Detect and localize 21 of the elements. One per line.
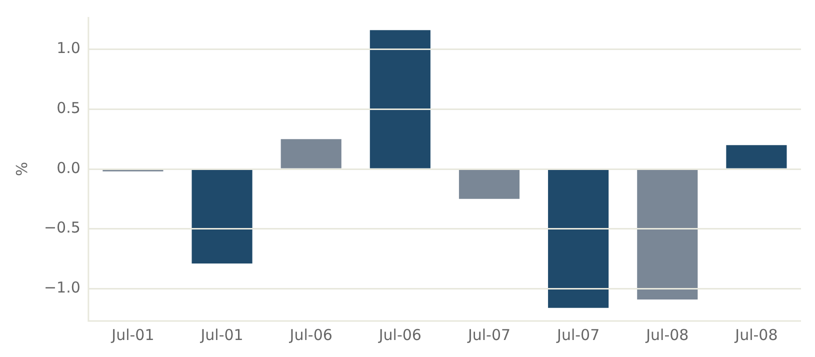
x-tick-label: Jul-08 — [645, 326, 689, 344]
y-axis-title: % — [12, 162, 31, 176]
bar — [548, 170, 609, 308]
y-tick-label: 0.5 — [56, 99, 80, 118]
x-tick-label: Jul-01 — [110, 326, 154, 344]
x-tick-label: Jul-01 — [200, 326, 244, 344]
y-tick-label: −1.0 — [44, 278, 80, 297]
y-tick-label: 0.0 — [56, 158, 80, 177]
x-tick-label: Jul-06 — [378, 326, 422, 344]
y-tick-label: 1.0 — [56, 39, 80, 58]
bar — [280, 139, 342, 168]
bar — [726, 145, 787, 168]
x-tick-label: Jul-08 — [734, 326, 778, 344]
y-tick-label: −0.5 — [44, 218, 80, 237]
bar — [192, 170, 252, 264]
x-tick-label: Jul-06 — [288, 326, 332, 344]
x-tick-label: Jul-07 — [556, 326, 600, 344]
bar — [370, 30, 430, 168]
x-tick-label: Jul-07 — [466, 326, 511, 344]
bar — [637, 170, 698, 300]
bar — [458, 170, 520, 199]
